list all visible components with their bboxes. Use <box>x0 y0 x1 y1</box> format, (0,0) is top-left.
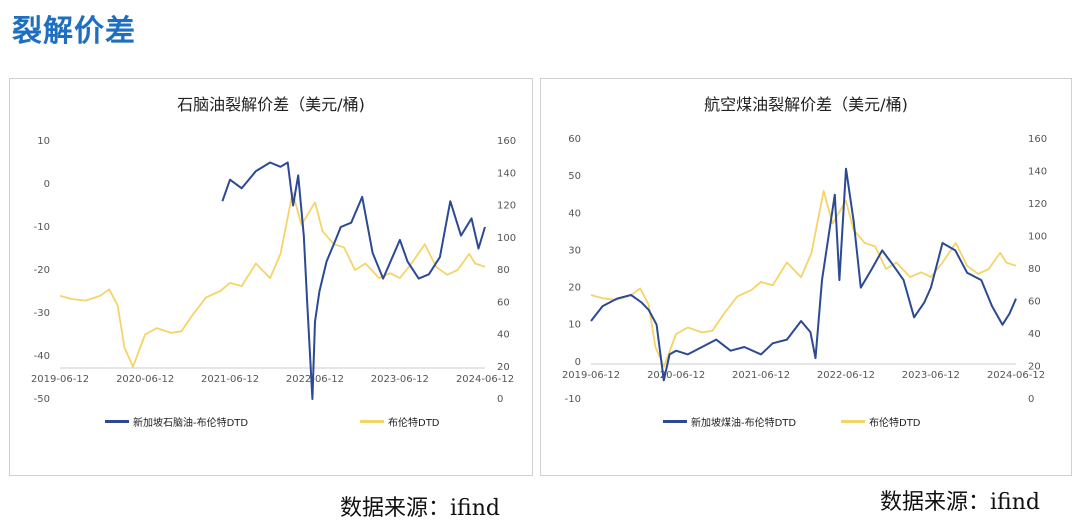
data-source-note: 数据来源：ifind <box>880 490 1040 515</box>
y-right-tick-label: 40 <box>497 330 510 341</box>
y-right-tick-label: 140 <box>1028 167 1047 178</box>
y-left-tick-label: 50 <box>568 171 581 182</box>
series-line-brent <box>590 190 1017 368</box>
legend-item-brent: 布伦特DTD <box>360 414 440 429</box>
y-right-tick-label: 100 <box>1028 232 1047 243</box>
x-tick-label: 2022-06-12 <box>286 374 344 385</box>
y-left-tick-label: -30 <box>34 308 50 319</box>
y-left-tick-label: 30 <box>568 245 581 256</box>
y-right-tick-label: 20 <box>497 362 510 373</box>
y-right-tick-label: 100 <box>497 233 516 244</box>
x-tick-label: 2019-06-12 <box>562 370 620 381</box>
legend-item-brent: 布伦特DTD <box>841 414 921 429</box>
y-right-tick-label: 60 <box>497 297 510 308</box>
legend-label-brent: 布伦特DTD <box>869 418 921 429</box>
y-right-tick-label: 0 <box>497 394 503 405</box>
x-tick-label: 2023-06-12 <box>371 374 429 385</box>
y-left-tick-label: -20 <box>34 265 50 276</box>
y-right-tick-label: 120 <box>1028 199 1047 210</box>
jet-fuel-chart-panel: 航空煤油裂解价差（美元/桶) 60 50 40 30 20 10 0 -10 160 140 120… <box>540 78 1072 476</box>
x-tick-label: 2020-06-12 <box>647 370 705 381</box>
x-tick-label: 2020-06-12 <box>116 374 174 385</box>
y-left-tick-label: -10 <box>34 222 50 233</box>
legend-label-spread: 新加坡煤油-布伦特DTD <box>691 418 797 429</box>
chart-title: 石脑油裂解价差（美元/桶) <box>177 95 365 114</box>
series-line-spread <box>590 167 1017 382</box>
y-right-tick-label: 160 <box>1028 134 1047 145</box>
legend-item-spread: 新加坡石脑油-布伦特DTD <box>105 414 248 429</box>
legend-label-brent: 布伦特DTD <box>388 418 440 429</box>
legend-swatch-spread <box>663 420 687 423</box>
x-tick-label: 2023-06-12 <box>902 370 960 381</box>
y-right-tick-label: 40 <box>1028 329 1041 340</box>
x-tick-label: 2021-06-12 <box>732 370 790 381</box>
y-right-tick-label: 0 <box>1028 394 1034 405</box>
jet-fuel-chart-svg: 6050403020100-10160140120100806040200201… <box>562 134 1047 405</box>
naphtha-chart-svg: 100-10-20-30-40-501601401201008060402002… <box>31 136 516 405</box>
y-right-tick-label: 80 <box>497 265 510 276</box>
chart-title: 航空煤油裂解价差（美元/桶) <box>704 95 908 114</box>
y-left-tick-label: -10 <box>565 394 581 405</box>
y-right-tick-label: 80 <box>1028 264 1041 275</box>
x-tick-label: 2021-06-12 <box>201 374 259 385</box>
y-left-tick-label: 40 <box>568 208 581 219</box>
y-left-tick-label: -50 <box>34 394 50 405</box>
x-tick-label: 2022-06-12 <box>817 370 875 381</box>
legend-item-spread: 新加坡煤油-布伦特DTD <box>663 414 796 429</box>
y-left-tick-label: 0 <box>575 357 581 368</box>
y-right-tick-label: 140 <box>497 168 516 179</box>
y-left-tick-label: 10 <box>568 320 581 331</box>
y-right-tick-label: 60 <box>1028 297 1041 308</box>
data-source-note: 数据来源：ifind <box>340 496 500 521</box>
y-right-tick-label: 120 <box>497 201 516 212</box>
legend-swatch-spread <box>105 420 129 423</box>
series-line-spread <box>221 161 486 400</box>
legend-label-spread: 新加坡石脑油-布伦特DTD <box>133 418 249 429</box>
x-tick-label: 2024-06-12 <box>987 370 1045 381</box>
y-left-tick-label: -40 <box>34 351 50 362</box>
y-left-tick-label: 60 <box>568 134 581 145</box>
y-right-tick-label: 160 <box>497 136 516 147</box>
series-line-brent <box>59 191 486 368</box>
y-left-tick-label: 0 <box>44 179 50 190</box>
y-left-tick-label: 10 <box>37 136 50 147</box>
page-title: 裂解价差 <box>12 14 136 49</box>
y-left-tick-label: 20 <box>568 283 581 294</box>
naphtha-chart-panel: 石脑油裂解价差（美元/桶) 10 0 -10 -20 -30 -40 -50 160 140 12… <box>9 78 533 476</box>
y-right-tick-label: 20 <box>1028 362 1041 373</box>
x-tick-label: 2024-06-12 <box>456 374 514 385</box>
legend-swatch-brent <box>360 420 384 423</box>
legend-swatch-brent <box>841 420 865 423</box>
x-tick-label: 2019-06-12 <box>31 374 89 385</box>
